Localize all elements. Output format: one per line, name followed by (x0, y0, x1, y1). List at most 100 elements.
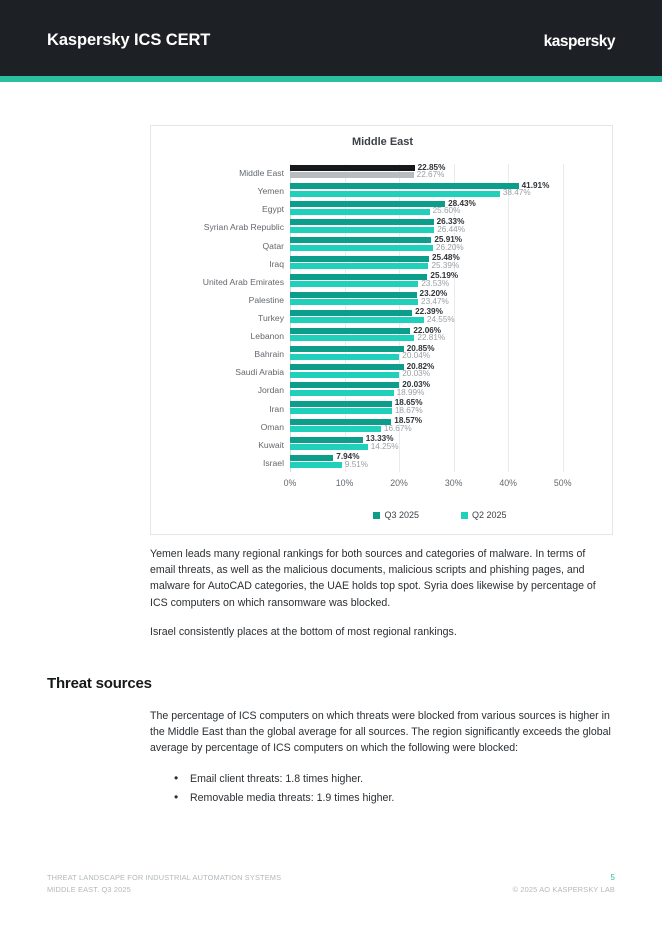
chart-value-label-q3: 25.91% (434, 234, 463, 244)
gridline-50 (562, 164, 564, 472)
list-item: Removable media threats: 1.9 times highe… (150, 788, 613, 808)
x-axis-tick: 50% (553, 478, 572, 488)
chart-bar-group: 22.39% 24.55% (290, 307, 590, 325)
body-text-block-1: Yemen leads many regional rankings for b… (150, 546, 613, 653)
x-axis-tick: 40% (499, 478, 517, 488)
chart-category-label: United Arab Emirates (202, 276, 284, 287)
x-axis-tick: 20% (390, 478, 408, 488)
chart-bar-q2 (290, 353, 400, 360)
chart-value-label-q2: 20.03% (402, 369, 431, 379)
chart-category-label: Kuwait (258, 439, 284, 450)
chart-row: Iraq 25.48% 25.39% (269, 253, 590, 273)
paragraph-2: Israel consistently places at the bottom… (150, 625, 457, 638)
chart-row: Israel 7.94% 9.51% (263, 452, 590, 472)
footer-report-title: THREAT LANDSCAPE FOR INDUSTRIAL AUTOMATI… (47, 872, 281, 895)
chart-value-label-q2: 16.67% (383, 423, 412, 433)
chart-category-label: Palestine (248, 294, 284, 305)
legend-item-q3[interactable]: Q3 2025 (373, 510, 419, 520)
chart-bar-group: 41.91% 38.47% (290, 180, 590, 198)
chart-row: United Arab Emirates 25.19% 23.53% (203, 271, 590, 291)
chart-bar-q2 (290, 444, 368, 451)
legend-swatch-icon (461, 511, 468, 519)
chart-row: Yemen 41.91% 38.47% (258, 180, 590, 200)
chart-bar-q2 (290, 244, 433, 251)
chart-row: Qatar 25.91% 26.20% (263, 234, 590, 254)
chart-bar-q3 (290, 273, 428, 280)
chart-value-label-q2: 25.60% (432, 206, 461, 216)
list-item: Email client threats: 1.8 times higher. (150, 769, 613, 789)
chart-bar-q2 (290, 226, 435, 233)
chart-value-label-q2: 38.47% (502, 188, 531, 198)
chart-value-label-q3: 23.20% (419, 289, 448, 299)
chart-category-label: Turkey (258, 312, 284, 323)
paragraph-3: The percentage of ICS computers on which… (150, 710, 611, 755)
chart-bar-group: 25.91% 26.20% (290, 234, 590, 252)
chart-value-label-q3: 13.33% (365, 434, 394, 444)
legend-item-q2[interactable]: Q2 2025 (461, 510, 507, 520)
chart-row: Middle East 22.85% 22.67% (239, 162, 590, 182)
chart-bar-group: 22.85% 22.67% (290, 162, 590, 180)
chart-category-label: Syrian Arab Republic (203, 222, 284, 233)
chart-row: Bahrain 20.85% 20.04% (254, 343, 590, 363)
chart-bar-q3 (290, 183, 519, 190)
x-axis-tick: 10% (335, 478, 354, 488)
kaspersky-logo: kaspersky (543, 33, 616, 50)
chart-bar-q3 (290, 201, 446, 208)
chart-bar-group: 20.85% 20.04% (290, 343, 590, 361)
chart-category-label: Iran (269, 403, 284, 414)
chart-bar-q3 (290, 454, 334, 461)
chart-bar-q3 (290, 418, 392, 425)
gridline-30 (453, 164, 455, 472)
chart-bar-q2 (290, 317, 424, 324)
chart-category-label: Middle East (239, 168, 284, 179)
chart-container: Middle East Middle East 22.85% 22.67% Yemen… (150, 125, 613, 535)
chart-value-label-q2: 23.53% (421, 278, 450, 288)
chart-bar-group: 20.82% 20.03% (290, 362, 590, 379)
chart-bar-group: 28.43% 25.60% (290, 199, 590, 216)
chart-value-label-q3: 26.33% (436, 216, 465, 226)
chart-value-label-q2: 24.55% (426, 315, 455, 325)
chart-bar-group: 26.33% 26.44% (290, 216, 590, 234)
chart-value-label-q2: 26.44% (437, 224, 465, 234)
chart-category-label: Saudi Arabia (235, 367, 284, 378)
legend-swatch-icon (373, 511, 381, 519)
chart-bar-q2 (290, 299, 419, 306)
chart-bar-q3 (290, 436, 363, 443)
chart-bar-q3 (290, 346, 404, 353)
chart-category-label: Yemen (257, 186, 284, 197)
chart-bar-group: 18.65% 18.67% (290, 398, 590, 416)
chart-category-label: Jordan (257, 385, 284, 396)
chart-row: Turkey 22.39% 24.55% (258, 307, 590, 327)
copyright-notice: © 2025 AO KASPERSKY LAB (512, 884, 615, 894)
chart-bar-q3 (290, 255, 429, 262)
chart-value-label-q3: 25.19% (430, 271, 459, 281)
chart-bar-group: 25.19% 23.53% (290, 271, 590, 289)
chart-category-label: Oman (260, 421, 284, 432)
chart-bar-q3 (290, 237, 432, 244)
chart-row: Palestine 23.20% 23.47% (249, 289, 590, 309)
chart-value-label-q3: 22.85% (417, 162, 446, 172)
chart-value-label-q3: 25.48% (431, 253, 460, 263)
chart-bar-q2 (290, 190, 500, 197)
footer-line-1: THREAT LANDSCAPE FOR INDUSTRIAL AUTOMATI… (47, 873, 282, 882)
chart-category-label: Iraq (269, 258, 284, 269)
chart-row: Lebanon 22.06% 22.81% (251, 326, 590, 345)
body-text-block-2: The percentage of ICS computers on which… (150, 708, 613, 808)
chart-value-label-q2: 26.20% (435, 242, 464, 252)
chart-bar-q3 (290, 382, 400, 389)
chart-title: Middle East (351, 136, 414, 148)
footer-line-2: MIDDLE EAST. Q3 2025 (47, 884, 131, 894)
chart-bar-group: 25.48% 25.39% (290, 253, 590, 271)
chart-bar-q3 (290, 328, 411, 335)
chart-bar-q3 (290, 400, 392, 407)
chart-value-label-q3: 20.85% (406, 343, 435, 353)
chart-bar-q2 (290, 389, 394, 396)
page-number: 5 (610, 873, 615, 882)
chart-bar-rows: Middle East 22.85% 22.67% Yemen 41.91% 38.47%… (203, 162, 590, 472)
chart-value-label-q2: 25.39% (431, 260, 460, 270)
chart-bar-q2 (290, 335, 415, 342)
chart-value-label-q3: 41.91% (521, 180, 550, 190)
chart-bar-q3 (290, 291, 417, 298)
chart-bar-group: 20.03% 18.99% (290, 380, 590, 397)
chart-bar-group: 7.94% 9.51% (290, 452, 590, 470)
